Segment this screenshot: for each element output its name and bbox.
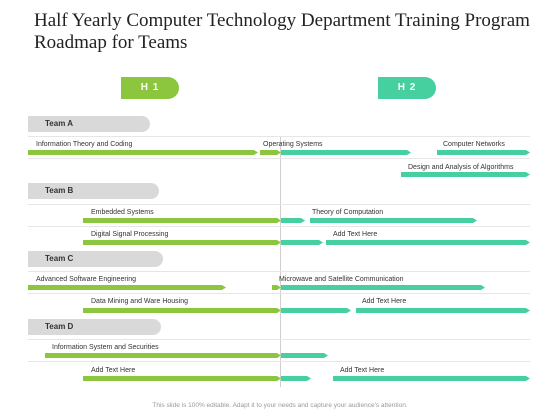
task-bar <box>281 376 311 381</box>
task-label: Design and Analysis of Algorithms <box>408 164 514 171</box>
separator <box>28 293 530 294</box>
separator <box>28 271 530 272</box>
task-label: Computer Networks <box>443 141 505 148</box>
task-label: Add Text Here <box>333 231 378 238</box>
separator <box>28 204 530 205</box>
task-label: Microwave and Satellite Communication <box>279 276 404 283</box>
half-divider-line <box>280 137 281 387</box>
task-label: Digital Signal Processing <box>91 231 169 238</box>
task-bar <box>83 376 281 381</box>
task-bar <box>310 218 477 223</box>
task-label: Operating Systems <box>263 141 323 148</box>
task-label: Add Text Here <box>340 367 385 374</box>
separator <box>28 158 530 159</box>
task-label: Add Text Here <box>91 367 136 374</box>
task-bar <box>45 353 281 358</box>
task-bar <box>281 285 485 290</box>
task-bar <box>356 308 530 313</box>
task-bar <box>401 172 530 177</box>
task-label: Information Theory and Coding <box>36 141 133 148</box>
task-bar <box>272 285 281 290</box>
page-title: Half Yearly Computer Technology Departme… <box>34 10 530 53</box>
separator <box>28 361 530 362</box>
task-bar <box>260 150 281 155</box>
task-bar <box>28 285 226 290</box>
task-bar <box>83 218 281 223</box>
task-bar <box>83 240 281 245</box>
task-label: Embedded Systems <box>91 209 154 216</box>
task-bar <box>281 218 305 223</box>
separator <box>28 136 530 137</box>
task-bar <box>28 150 258 155</box>
team-b-pill: Team B <box>28 183 159 199</box>
task-label: Add Text Here <box>362 298 407 305</box>
task-label: Information System and Securities <box>52 344 159 351</box>
task-bar <box>326 240 530 245</box>
task-label: Data Mining and Ware Housing <box>91 298 189 305</box>
half-1-tab: H 1 <box>121 77 179 99</box>
team-c-pill: Team C <box>28 251 163 267</box>
half-2-tab: H 2 <box>378 77 436 99</box>
task-bar <box>281 240 323 245</box>
task-bar <box>281 353 328 358</box>
separator <box>28 339 530 340</box>
task-label: Theory of Computation <box>312 209 384 216</box>
task-bar <box>333 376 530 381</box>
task-bar <box>83 308 281 313</box>
team-a-pill: Team A <box>28 116 150 132</box>
task-bar <box>281 308 351 313</box>
footer-note: This slide is 100% editable. Adapt it to… <box>152 402 408 409</box>
task-label: Advanced Software Engineering <box>36 276 137 283</box>
team-d-pill: Team D <box>28 319 161 335</box>
separator <box>28 226 530 227</box>
task-bar <box>437 150 530 155</box>
task-bar <box>281 150 411 155</box>
